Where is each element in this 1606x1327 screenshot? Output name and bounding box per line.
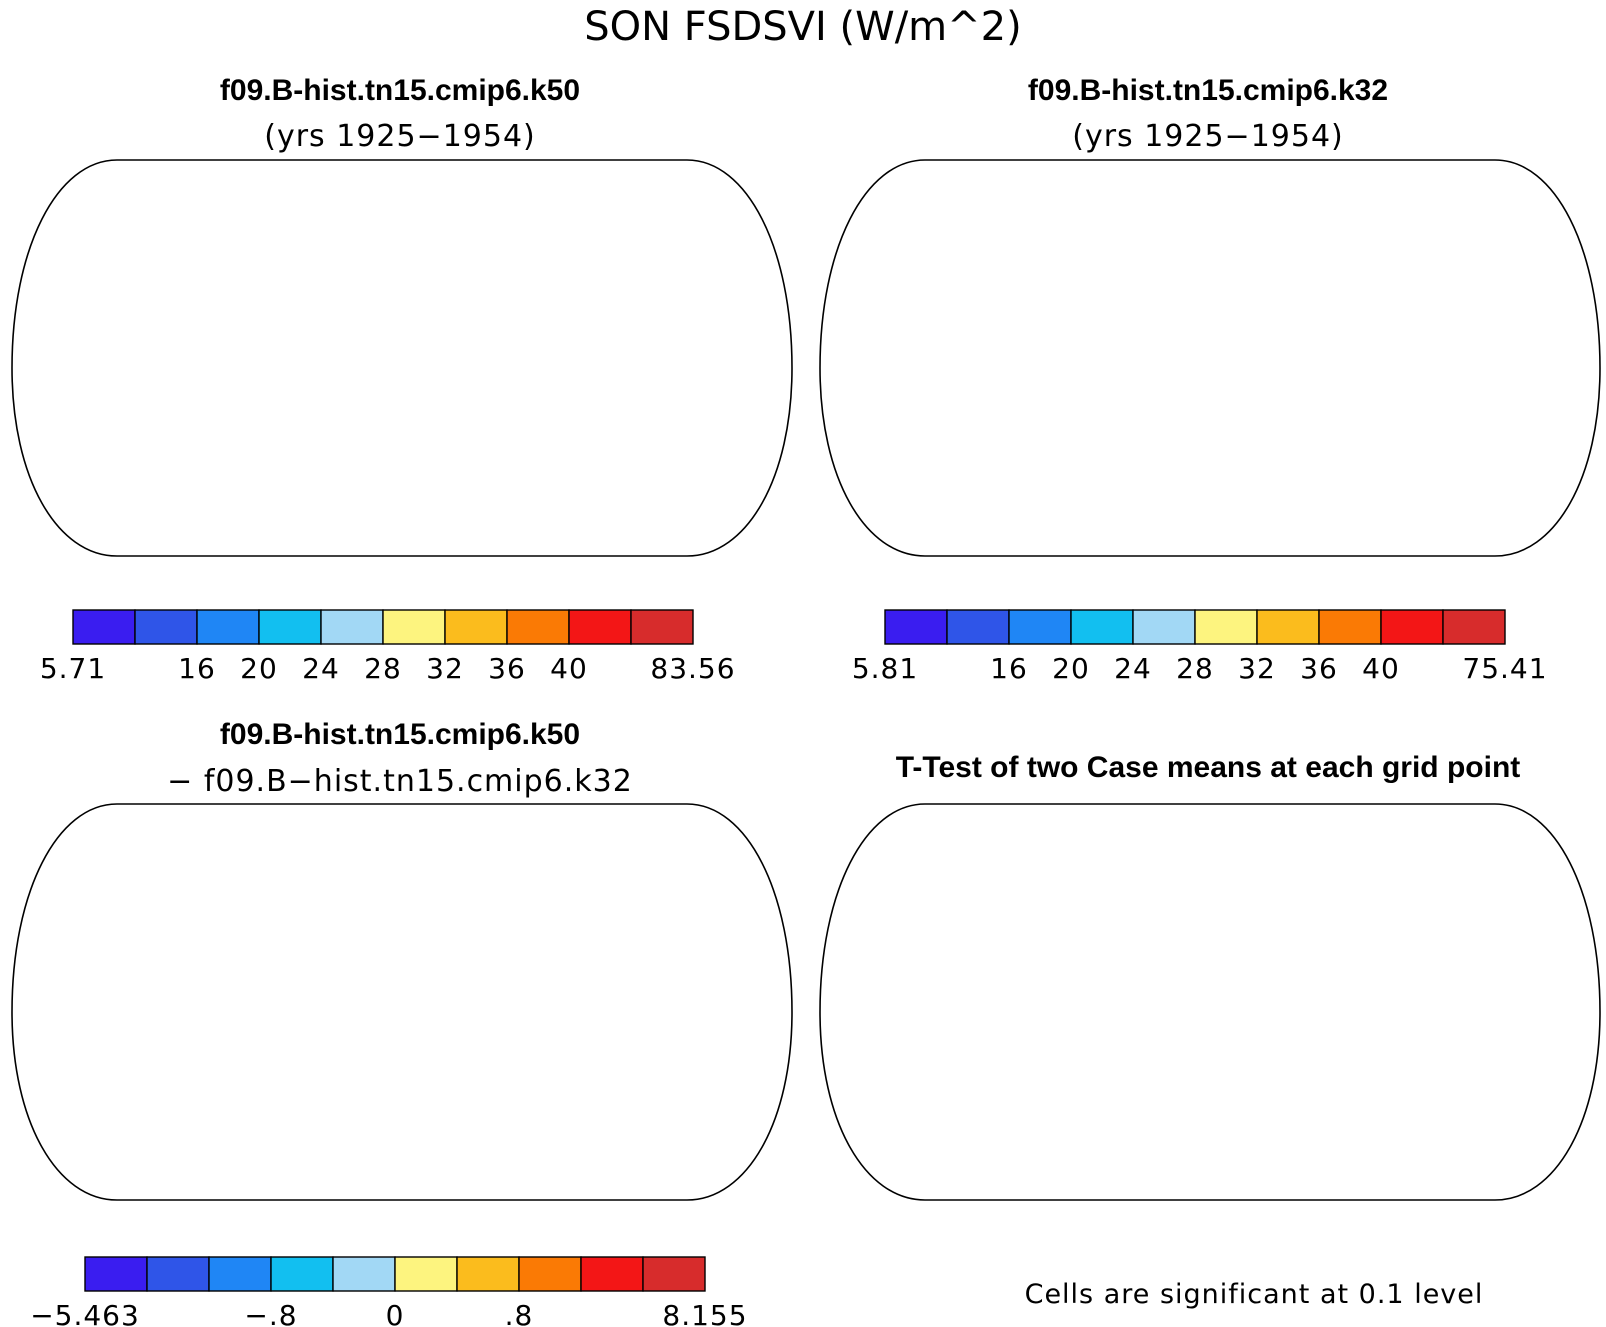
colorbar-swatch (568, 609, 632, 645)
figure-title: SON FSDSVI (W/m^2) (584, 4, 1021, 50)
colorbar-swatch (196, 609, 260, 645)
map-frame (11, 803, 793, 1201)
colorbar-tick-label: 36 (1300, 652, 1338, 685)
colorbar-tick-label: 36 (488, 652, 526, 685)
colorbar-tick-label: 28 (364, 652, 402, 685)
colorbar-swatch (630, 609, 694, 645)
colorbar-swatch (1070, 609, 1134, 645)
colorbar-tick-label: 16 (178, 652, 216, 685)
colorbar-swatch (518, 1256, 582, 1292)
colorbar-swatch (84, 1256, 148, 1292)
panel-ttest-note: Cells are significant at 0.1 level (1025, 1279, 1484, 1310)
panel-diff-colorbar: −5.463 −.8 0 .8 8.155 (30, 1256, 747, 1327)
colorbar-tick-label: 20 (1052, 652, 1090, 685)
colorbar-swatch (1442, 609, 1506, 645)
colorbar-tick-label: 40 (550, 652, 588, 685)
panel-ttest-map (819, 803, 1601, 1201)
colorbar-swatch (506, 609, 570, 645)
colorbar-tick-label: 5.71 (40, 652, 106, 685)
colorbar-swatch (270, 1256, 334, 1292)
panel-case1-map (11, 159, 793, 557)
map-frame (11, 159, 793, 557)
panel-ttest: T-Test of two Case means at each grid po… (819, 751, 1601, 1310)
colorbar-swatch (642, 1256, 706, 1292)
colorbar-tick-label: 83.56 (650, 652, 735, 685)
colorbar-swatch (320, 609, 384, 645)
colorbar-tick-label: 32 (426, 652, 464, 685)
colorbar-tick-label: 0 (386, 1299, 405, 1327)
colorbar-swatch (444, 609, 508, 645)
panel-case1: f09.B-hist.tn15.cmip6.k50 (yrs 1925−1954… (11, 74, 793, 685)
colorbar-swatch (394, 1256, 458, 1292)
colorbar-tick-label: −5.463 (30, 1299, 140, 1327)
colorbar-tick-label: 20 (240, 652, 278, 685)
colorbar-tick-label: 40 (1362, 652, 1400, 685)
colorbar-tick-label: 28 (1176, 652, 1214, 685)
colorbar-tick-label: 75.41 (1462, 652, 1547, 685)
colorbar-swatch (1194, 609, 1258, 645)
colorbar-swatch (1380, 609, 1444, 645)
panel-diff-title: f09.B-hist.tn15.cmip6.k50 (220, 718, 580, 751)
colorbar-tick-label: −.8 (244, 1299, 297, 1327)
colorbar-swatch (884, 609, 948, 645)
panel-case2-subtitle: (yrs 1925−1954) (1072, 119, 1344, 154)
colorbar-swatch (332, 1256, 396, 1292)
colorbar-swatch (208, 1256, 272, 1292)
panel-case2-colorbar: 5.81 16 20 24 28 32 36 40 75.41 (852, 609, 1547, 685)
colorbar-tick-label: 24 (302, 652, 340, 685)
panel-diff: f09.B-hist.tn15.cmip6.k50 − f09.B−hist.t… (11, 718, 793, 1327)
panel-diff-map (11, 803, 793, 1201)
colorbar-swatch (580, 1256, 644, 1292)
colorbar-swatch (382, 609, 446, 645)
panel-case2-title: f09.B-hist.tn15.cmip6.k32 (1028, 74, 1388, 107)
colorbar-swatch (1008, 609, 1072, 645)
panel-diff-subtitle: − f09.B−hist.tn15.cmip6.k32 (167, 764, 633, 799)
colorbar-tick-label: 5.81 (852, 652, 918, 685)
colorbar-swatch (1132, 609, 1196, 645)
colorbar-swatch (1256, 609, 1320, 645)
colorbar-tick-label: 24 (1114, 652, 1152, 685)
colorbar-tick-label: 8.155 (662, 1299, 747, 1327)
map-frame (819, 803, 1601, 1201)
map-frame (819, 159, 1601, 557)
panel-case1-colorbar: 5.71 16 20 24 28 32 36 40 83.56 (40, 609, 735, 685)
panel-case1-title: f09.B-hist.tn15.cmip6.k50 (220, 74, 580, 107)
colorbar-swatch (456, 1256, 520, 1292)
colorbar-swatch (72, 609, 136, 645)
panel-ttest-title: T-Test of two Case means at each grid po… (896, 751, 1521, 784)
panel-case2-map (819, 159, 1601, 557)
colorbar-swatch (258, 609, 322, 645)
colorbar-tick-label: .8 (505, 1299, 534, 1327)
colorbar-swatch (134, 609, 198, 645)
colorbar-swatch (1318, 609, 1382, 645)
colorbar-tick-label: 32 (1238, 652, 1276, 685)
colorbar-tick-label: 16 (990, 652, 1028, 685)
colorbar-swatch (946, 609, 1010, 645)
panel-case1-subtitle: (yrs 1925−1954) (264, 119, 536, 154)
panel-case2: f09.B-hist.tn15.cmip6.k32 (yrs 1925−1954… (819, 74, 1601, 685)
colorbar-swatch (146, 1256, 210, 1292)
